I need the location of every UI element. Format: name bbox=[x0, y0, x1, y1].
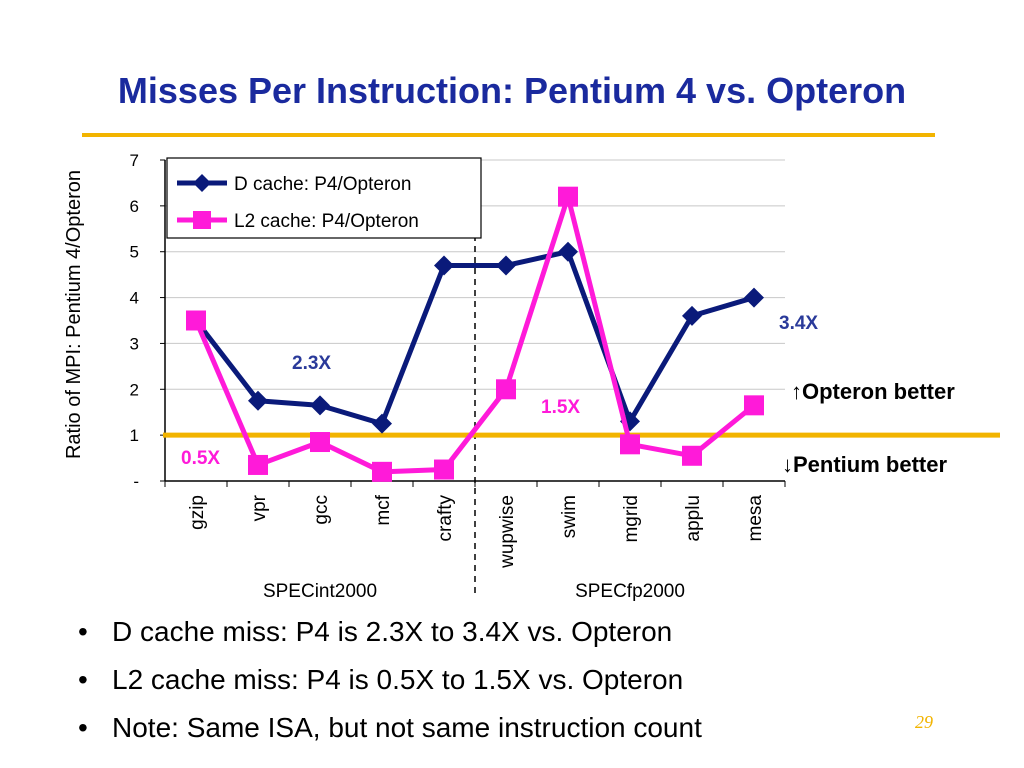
data-point-square bbox=[558, 186, 578, 207]
series-line bbox=[193, 194, 756, 475]
data-point-diamond bbox=[682, 305, 702, 326]
x-tick-label: gcc bbox=[311, 495, 332, 525]
y-tick-label: 2 bbox=[130, 380, 139, 399]
bullet-item: • D cache miss: P4 is 2.3X to 3.4X vs. Op… bbox=[78, 616, 673, 647]
y-tick-label: 1 bbox=[130, 426, 139, 445]
data-point-diamond bbox=[558, 241, 578, 262]
bullet-item: • L2 cache miss: P4 is 0.5X to 1.5X vs. O… bbox=[78, 664, 684, 695]
x-tick-label: applu bbox=[683, 495, 704, 542]
y-tick-label: 6 bbox=[130, 197, 139, 216]
bullet-item: • Note: Same ISA, but not same instructio… bbox=[78, 712, 702, 743]
bullet-list: • D cache miss: P4 is 2.3X to 3.4X vs. Op… bbox=[78, 610, 702, 754]
page-number: 29 bbox=[915, 712, 933, 732]
y-tick-label: 5 bbox=[130, 243, 139, 262]
y-tick-label: 3 bbox=[130, 334, 139, 353]
data-point-diamond bbox=[310, 395, 330, 416]
legend-swatch-marker bbox=[193, 211, 211, 229]
data-point-square bbox=[744, 395, 764, 416]
data-point-square bbox=[620, 434, 640, 455]
data-point-square bbox=[372, 461, 392, 482]
data-point-diamond bbox=[434, 255, 454, 276]
chart-annotation: ↑Opteron better bbox=[791, 379, 955, 404]
x-tick-label: vpr bbox=[249, 494, 270, 521]
y-tick-label: 4 bbox=[130, 289, 139, 308]
y-tick-label: 7 bbox=[130, 151, 139, 170]
x-tick-label: mesa bbox=[745, 495, 766, 542]
y-axis-label: Ratio of MPI: Pentium 4/Opteron bbox=[63, 170, 85, 459]
legend-label: L2 cache: P4/Opteron bbox=[234, 211, 419, 232]
data-point-diamond bbox=[248, 390, 268, 411]
chart-annotation: 2.3X bbox=[292, 353, 331, 374]
data-point-square bbox=[434, 459, 454, 480]
data-point-diamond bbox=[372, 413, 392, 434]
x-tick-label: gzip bbox=[187, 495, 208, 530]
x-tick-label: mcf bbox=[373, 494, 394, 525]
legend-swatch-marker bbox=[193, 174, 211, 192]
data-point-square bbox=[682, 445, 702, 466]
slide-title: Misses Per Instruction: Pentium 4 vs. Op… bbox=[117, 70, 907, 111]
chart-annotation: 3.4X bbox=[779, 313, 818, 334]
chart-annotation: 0.5X bbox=[181, 448, 220, 469]
mpi-line-chart: - 1 2 3 4 5 6 7 Ratio of MPI: Pentium 4/Opteron g… bbox=[63, 151, 1000, 602]
legend-label: D cache: P4/Opteron bbox=[234, 174, 411, 195]
data-point-diamond bbox=[744, 287, 764, 308]
data-point-square bbox=[496, 379, 516, 400]
chart-annotation: 1.5X bbox=[541, 397, 580, 418]
title-underline bbox=[82, 133, 935, 137]
group-label: SPECfp2000 bbox=[575, 581, 685, 602]
data-point-square bbox=[186, 310, 206, 331]
group-label: SPECint2000 bbox=[263, 581, 377, 602]
y-tick-label: - bbox=[133, 472, 139, 491]
series-line bbox=[194, 249, 755, 427]
chart-annotation: ↓Pentium better bbox=[782, 452, 947, 477]
x-tick-label: crafty bbox=[435, 495, 456, 542]
data-point-square bbox=[248, 454, 268, 475]
x-tick-label: mgrid bbox=[621, 495, 642, 543]
x-tick-label: swim bbox=[559, 495, 580, 538]
data-point-square bbox=[310, 432, 330, 453]
x-tick-label: wupwise bbox=[497, 495, 518, 569]
legend-box bbox=[166, 157, 482, 239]
data-point-diamond bbox=[496, 255, 516, 276]
